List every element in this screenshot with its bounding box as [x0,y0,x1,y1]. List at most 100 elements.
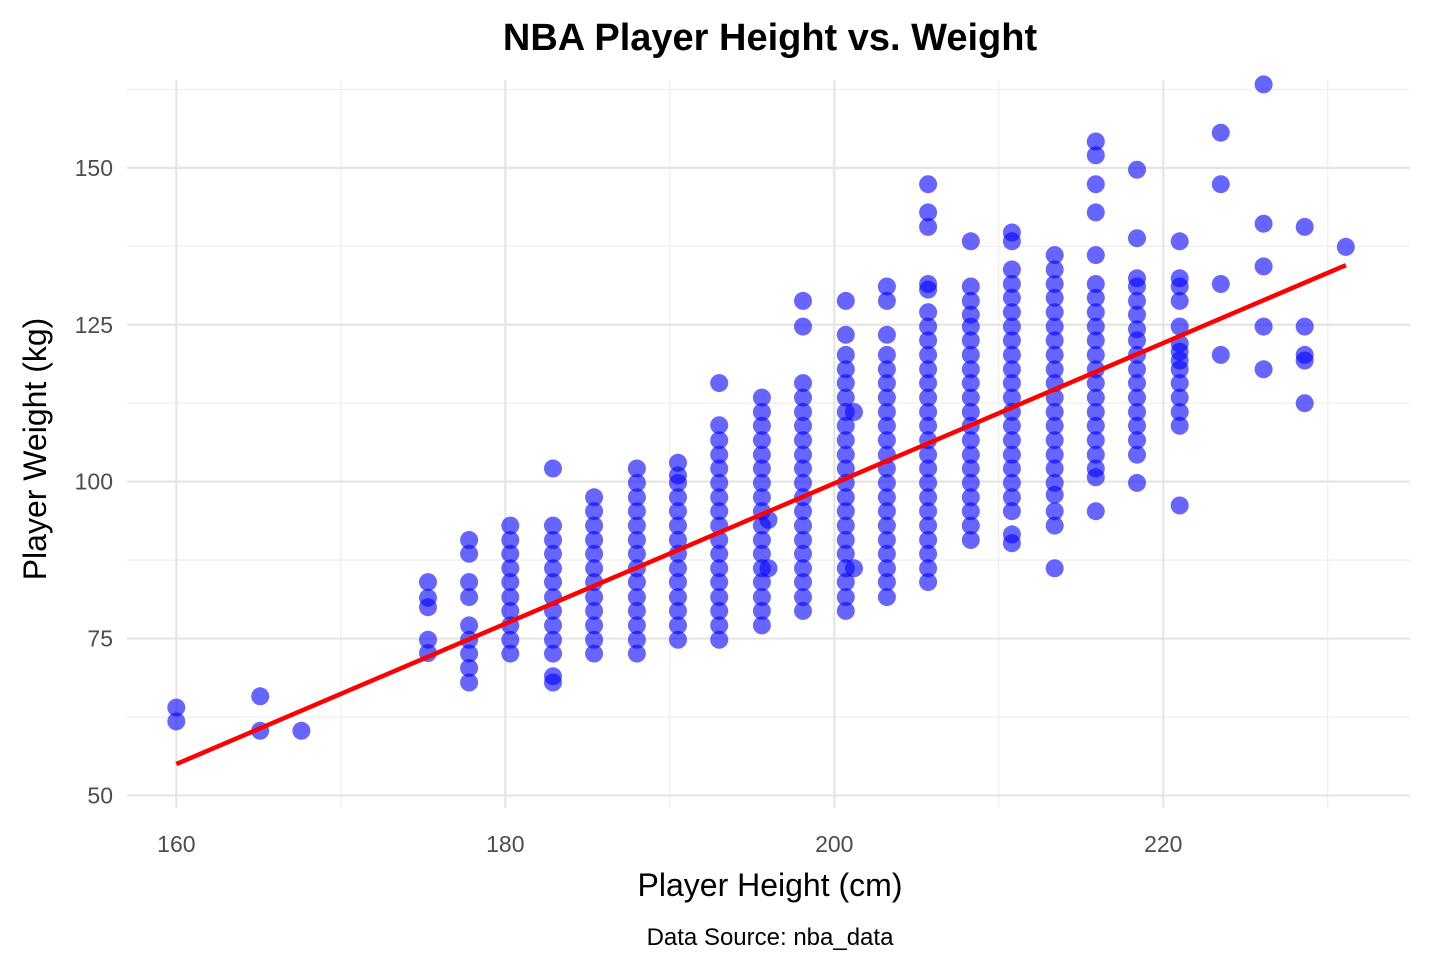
data-point [1211,345,1230,364]
data-point [1211,275,1230,293]
data-point [627,588,646,607]
data-point [961,360,980,379]
data-point [627,502,646,521]
data-point [501,559,520,578]
data-point [627,516,646,535]
data-point [752,544,771,563]
data-point [919,303,938,322]
data-point [585,488,604,507]
data-point [710,502,729,521]
data-point [710,630,729,649]
data-point [669,502,687,521]
data-point [419,598,437,617]
data-point [836,345,855,364]
data-point [961,277,980,296]
y-tick-label: 125 [75,312,113,338]
data-point [585,544,604,563]
data-point [1002,303,1021,322]
data-point [627,544,646,563]
data-point [1086,345,1105,364]
data-point [460,573,479,592]
data-point [1170,403,1189,421]
data-point [1086,374,1105,393]
data-point [1254,257,1273,276]
data-point [961,459,980,478]
data-point [919,388,938,407]
data-point [961,345,980,364]
data-point [752,431,771,450]
data-point [167,712,186,731]
data-point [961,317,980,336]
data-point [1002,374,1021,393]
data-point [1045,516,1064,535]
data-point [669,573,687,592]
data-point [460,544,479,563]
data-point [1170,416,1189,435]
data-point [919,516,938,535]
data-point [1002,534,1021,553]
data-point [919,531,938,549]
data-point [961,232,980,251]
data-point [961,291,980,310]
data-point [752,445,771,464]
data-point [794,516,812,535]
data-point [1128,331,1146,350]
data-point [794,416,812,435]
x-tick-label: 180 [486,831,524,857]
data-point [752,601,771,620]
data-point [1086,175,1105,194]
data-point [1170,360,1189,379]
data-point [961,331,980,350]
data-point [1002,473,1021,492]
y-axis-label: Player Weight (kg) [17,318,53,581]
data-point [961,531,980,549]
data-point [669,531,687,549]
data-point [919,544,938,563]
data-point [845,403,863,421]
data-point [1045,331,1064,350]
data-point [877,531,896,549]
data-point [794,601,812,620]
data-point [794,559,812,578]
data-point [1211,175,1230,194]
data-point [752,473,771,492]
data-point [1045,445,1064,464]
data-point [794,403,812,421]
data-point [669,630,687,649]
data-point [544,516,562,535]
data-point [836,573,855,592]
data-point [1086,203,1105,222]
data-point [585,588,604,607]
data-point [1045,288,1064,307]
data-point [710,559,729,578]
data-point [419,573,437,592]
data-point [794,531,812,549]
data-point [919,331,938,350]
data-point [919,360,938,379]
data-point [961,388,980,407]
data-point [961,488,980,507]
data-point [501,573,520,592]
data-point [836,416,855,435]
data-point [877,325,896,344]
data-point [1002,445,1021,464]
data-point [1002,431,1021,450]
data-point [1295,351,1314,370]
data-point [544,644,562,663]
data-point [710,488,729,507]
data-point [1086,388,1105,407]
data-point [1254,360,1273,379]
y-tick-label: 50 [87,782,113,808]
x-tick-label: 200 [815,831,853,857]
data-point [794,291,812,310]
data-point [1086,445,1105,464]
data-point [877,502,896,521]
data-point [585,502,604,521]
data-point [752,616,771,635]
data-point [501,601,520,620]
data-point [585,516,604,535]
data-point [1045,559,1064,578]
data-point [836,388,855,407]
data-point [961,431,980,450]
data-point [1045,485,1064,504]
